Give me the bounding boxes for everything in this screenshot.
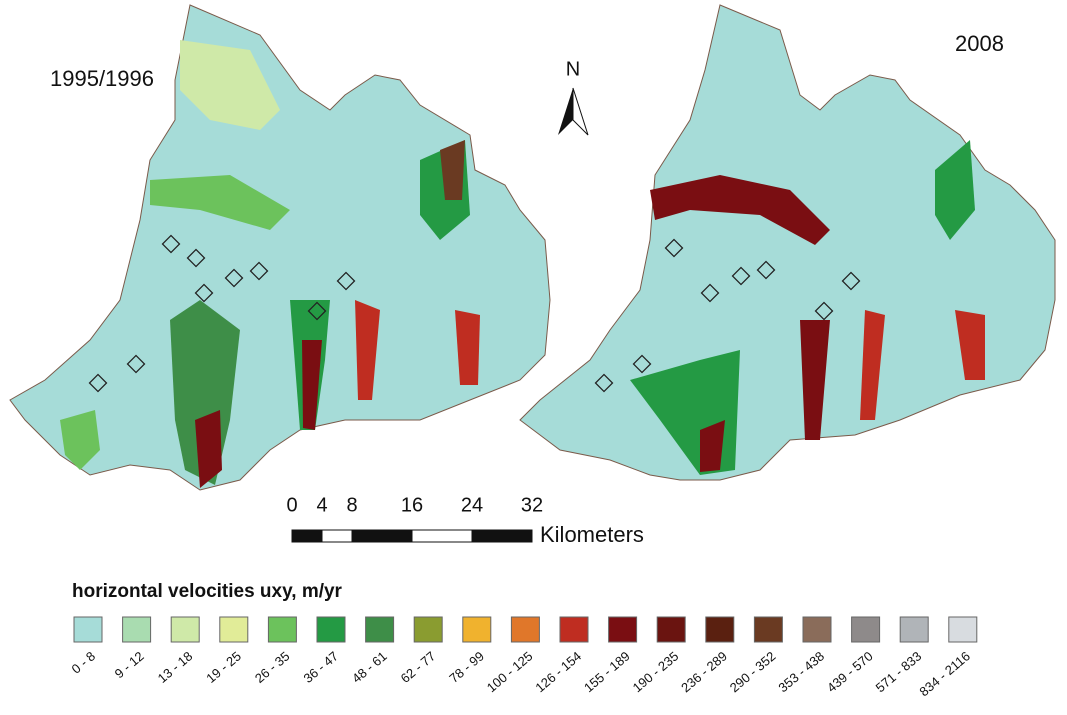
- legend-swatch: [900, 617, 928, 642]
- legend-label: 834 - 2116: [916, 648, 973, 699]
- north-arrow: N: [558, 58, 588, 135]
- legend-label: 9 - 12: [112, 648, 147, 681]
- legend-swatch: [803, 617, 831, 642]
- legend-swatch: [511, 617, 539, 642]
- legend-title: horizontal velocities uxy, m/yr: [72, 581, 343, 602]
- legend-swatch: [220, 617, 248, 642]
- scale-tick-label: 24: [461, 494, 483, 516]
- legend-swatch: [414, 617, 442, 642]
- map-2008: [520, 5, 1055, 480]
- legend-swatch: [657, 617, 685, 642]
- scale-tick-label: 4: [316, 494, 327, 516]
- scale-tick-label: 32: [521, 494, 543, 516]
- legend-label: 48 - 61: [349, 648, 390, 686]
- legend-label: 290 - 352: [727, 648, 779, 695]
- legend-label: 19 - 25: [203, 648, 244, 686]
- legend-label: 236 - 289: [678, 648, 730, 695]
- panel-label: 1995/1996: [50, 66, 154, 91]
- north-label: N: [566, 58, 580, 80]
- legend-label: 0 - 8: [69, 648, 99, 676]
- legend-label: 78 - 99: [446, 648, 487, 686]
- legend-swatch: [366, 617, 394, 642]
- scale-segment: [412, 530, 472, 542]
- legend-label: 126 - 154: [532, 648, 584, 695]
- legend-swatch: [949, 617, 977, 642]
- legend-swatch: [268, 617, 296, 642]
- legend-swatch: [852, 617, 880, 642]
- legend-label: 190 - 235: [630, 648, 682, 695]
- legend-swatch: [560, 617, 588, 642]
- legend-label: 100 - 125: [484, 648, 536, 695]
- legend-label: 155 - 189: [581, 648, 633, 695]
- legend-swatch: [463, 617, 491, 642]
- legend-swatch: [754, 617, 782, 642]
- scale-segment: [292, 530, 322, 542]
- legend-swatch: [74, 617, 102, 642]
- scale-segment: [352, 530, 412, 542]
- scale-unit: Kilometers: [540, 522, 644, 547]
- scale-tick-label: 0: [286, 494, 297, 516]
- legend-swatch: [609, 617, 637, 642]
- arrow-half: [573, 88, 588, 135]
- arrow-half: [558, 88, 573, 135]
- legend-label: 62 - 77: [398, 648, 439, 686]
- legend-label: 13 - 18: [155, 648, 196, 686]
- ice-area: [520, 5, 1055, 480]
- legend-swatch: [171, 617, 199, 642]
- legend-label: 36 - 47: [300, 648, 341, 686]
- legend-label: 26 - 35: [252, 648, 293, 686]
- panel-label: 2008: [955, 31, 1004, 56]
- figure: 1995/1996 2008 N 048 16 24 32 Kilometers hor…: [0, 0, 1067, 715]
- legend-label: 353 - 438: [775, 648, 827, 695]
- legend-swatch: [317, 617, 345, 642]
- scale-tick-label: 8: [346, 494, 357, 516]
- legend-label: 439 - 570: [824, 648, 876, 695]
- legend-swatch: [706, 617, 734, 642]
- scale-tick-label: 16: [401, 494, 423, 516]
- scale-segment: [322, 530, 352, 542]
- scale-segment: [472, 530, 532, 542]
- legend-swatch: [123, 617, 151, 642]
